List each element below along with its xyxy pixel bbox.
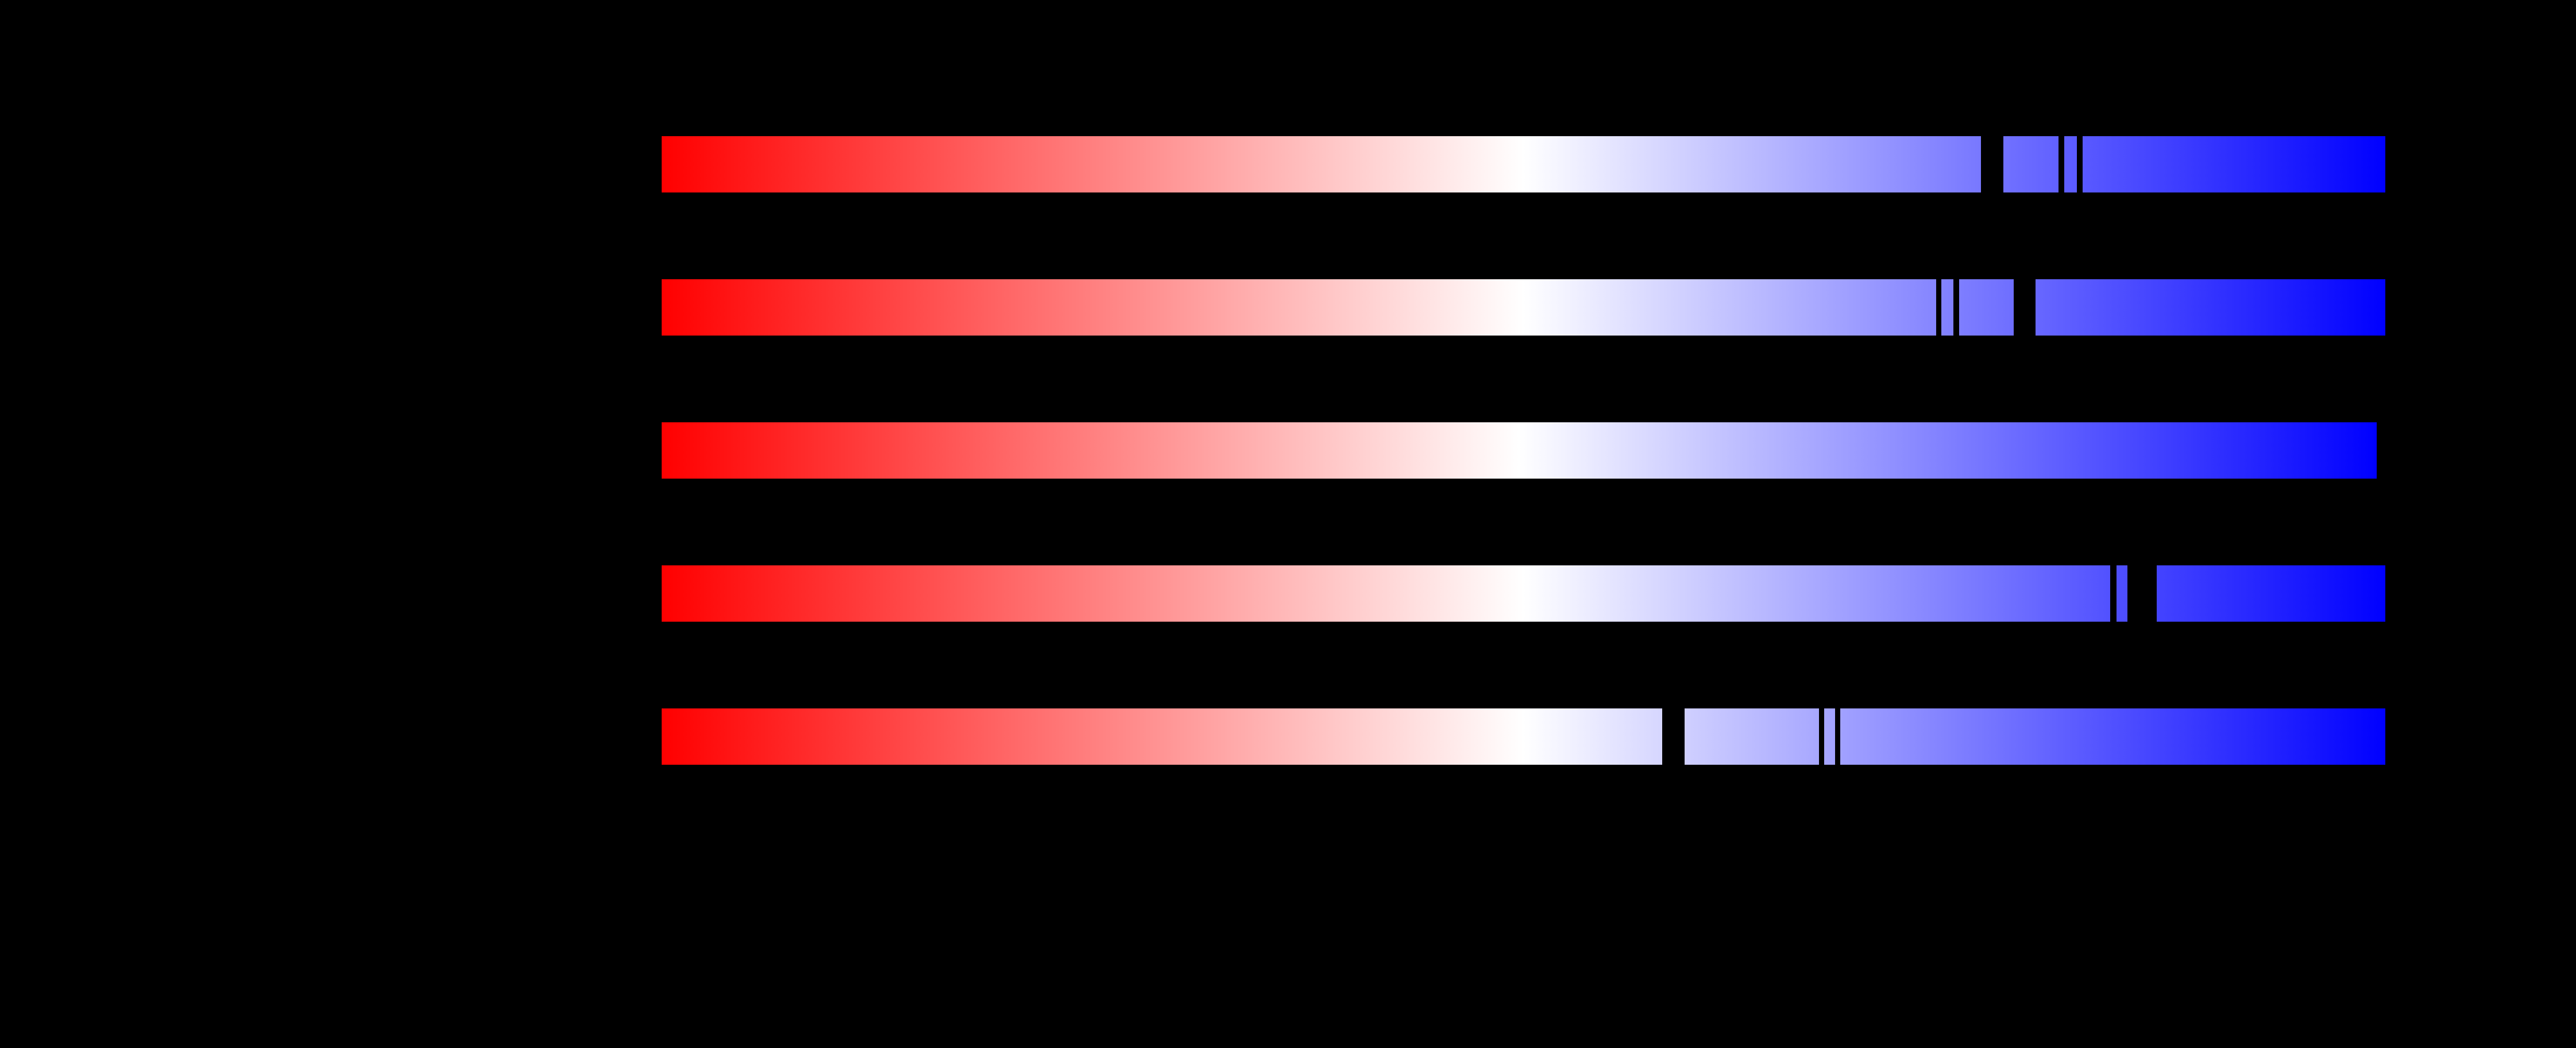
gradient-bar-row-3 (662, 422, 2377, 479)
gradient-bar-row-2 (662, 279, 2385, 336)
tick-mark (1835, 708, 1840, 765)
tick-mark (1953, 279, 1959, 336)
gap-mark (2127, 565, 2157, 622)
gap-mark (2014, 279, 2036, 336)
gap-mark (1662, 708, 1685, 765)
tick-mark (1936, 279, 1941, 336)
tick-mark (2077, 136, 2083, 192)
gradient-bar-row-5 (662, 708, 2385, 765)
tick-mark (1819, 708, 1824, 765)
gradient-bar-row-1 (662, 136, 2385, 192)
gap-mark (1981, 136, 2003, 192)
tick-mark (2110, 565, 2117, 622)
gradient-bar-row-4 (662, 565, 2385, 622)
tick-mark (2059, 136, 2064, 192)
